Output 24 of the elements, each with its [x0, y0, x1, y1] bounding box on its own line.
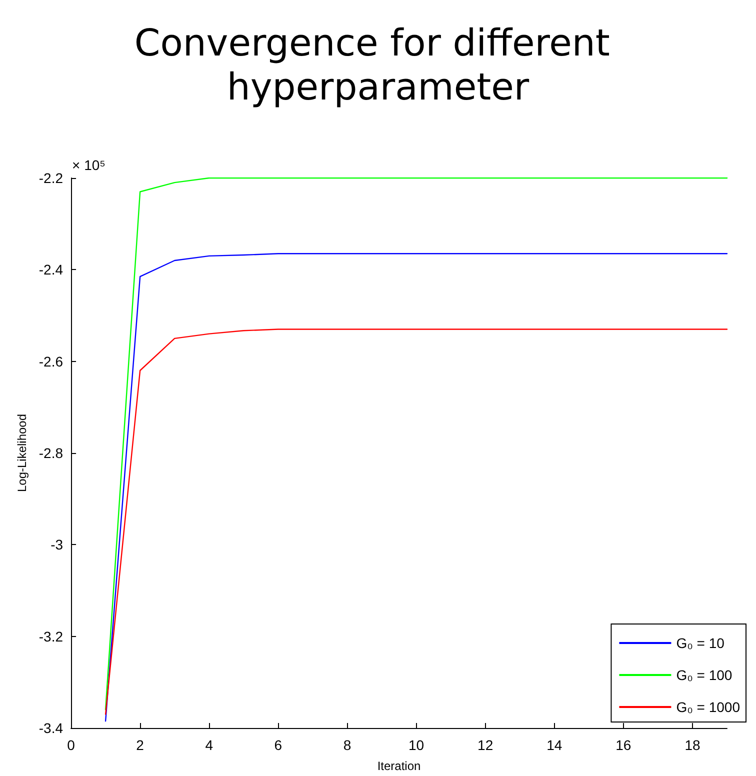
x-tick-label: 14 [546, 737, 562, 753]
y-tick-label: -2.2 [38, 170, 64, 186]
y-tick-label: -3 [50, 536, 64, 553]
x-tick-label: 12 [478, 737, 494, 753]
x-tick-label: 4 [205, 737, 214, 753]
x-tick-label: 6 [274, 737, 282, 753]
y-axis-title: Log-Likelihood [15, 414, 29, 492]
legend-label: G₀ = 1000 [676, 699, 740, 715]
legend-label: G₀ = 100 [676, 667, 732, 683]
x-tick-label: 18 [684, 737, 700, 753]
y-tick-label: -2.4 [38, 262, 64, 278]
x-tick-label: 10 [408, 737, 424, 753]
y-tick-label: -3.2 [38, 628, 64, 644]
y-tick-label: -2.6 [38, 353, 64, 370]
x-axis-title: Iteration [377, 759, 421, 773]
x-tick-label: 2 [136, 737, 144, 753]
text: × 10⁵ [72, 157, 106, 173]
y-tick-label: -3.4 [38, 720, 64, 736]
x-tick-label: 0 [67, 737, 76, 753]
chart-title: Convergence for different hyperparameter [134, 22, 622, 108]
y-tick-label: -2.8 [38, 445, 64, 461]
x-tick-label: 8 [343, 737, 352, 753]
x-tick-label: 16 [616, 737, 632, 753]
legend-label: G₀ = 10 [676, 635, 725, 651]
